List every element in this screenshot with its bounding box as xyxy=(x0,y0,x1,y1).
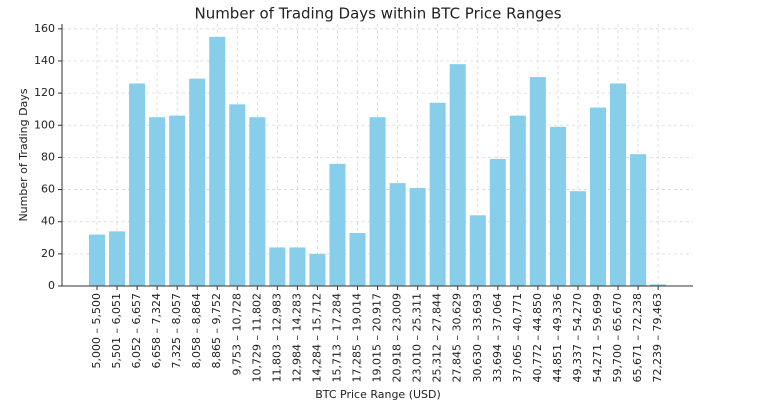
bar xyxy=(269,247,286,286)
bar xyxy=(610,83,627,287)
x-tick-label: 65,671 – 72,238 xyxy=(631,293,644,382)
x-tick-label: 44,851 – 49,336 xyxy=(551,293,564,382)
bar xyxy=(630,154,647,286)
x-tick-label: 30,630 – 33,693 xyxy=(471,293,484,382)
x-axis-label: BTC Price Range (USD) xyxy=(315,388,441,401)
x-tick-label: 59,700 – 65,670 xyxy=(611,293,624,382)
chart-title: Number of Trading Days within BTC Price … xyxy=(194,5,561,23)
y-tick-label: 80 xyxy=(41,150,55,163)
bar xyxy=(509,115,526,286)
x-tick-label: 20,918 – 23,009 xyxy=(391,293,404,382)
x-tick-label: 19,015 – 20,917 xyxy=(371,293,384,382)
bar xyxy=(489,159,506,286)
x-tick-label: 25,312 – 27,844 xyxy=(431,293,444,382)
x-tick-label: 40,772 – 44,850 xyxy=(531,293,544,382)
bar xyxy=(429,102,446,286)
bar xyxy=(149,117,166,287)
bars xyxy=(88,36,667,287)
x-tick-label: 6,052 – 6,657 xyxy=(130,293,143,368)
y-tick-label: 100 xyxy=(34,118,55,131)
y-tick-label: 160 xyxy=(34,22,55,35)
bar xyxy=(88,234,106,286)
x-tick-label: 14,284 – 15,712 xyxy=(310,293,323,382)
bar xyxy=(589,107,607,286)
x-tick-label: 7,325 – 8,057 xyxy=(170,293,183,368)
x-tick-label: 12,984 – 14,283 xyxy=(290,293,303,382)
bar xyxy=(289,247,306,286)
bar xyxy=(369,117,386,287)
x-tick-label: 33,694 – 37,064 xyxy=(491,293,504,382)
bar xyxy=(549,126,566,287)
x-tick-label: 49,337 – 54,270 xyxy=(571,293,584,382)
bar xyxy=(189,78,206,287)
x-tick-label: 5,501 – 6,051 xyxy=(110,293,123,368)
bar xyxy=(209,36,226,287)
x-tick-label: 15,713 – 17,284 xyxy=(330,293,343,382)
y-tick-label: 20 xyxy=(41,247,55,260)
bar xyxy=(349,232,366,286)
bar xyxy=(249,117,266,287)
bar xyxy=(469,215,486,286)
bar xyxy=(309,253,326,286)
y-tick-label: 0 xyxy=(48,279,55,292)
y-tick-label: 40 xyxy=(41,215,55,228)
x-tick-label: 8,058 – 8,864 xyxy=(190,293,203,368)
y-tick-label: 60 xyxy=(41,183,55,196)
bar xyxy=(169,115,186,286)
bar xyxy=(389,183,406,286)
x-tick-label: 72,239 – 79,463 xyxy=(651,293,664,382)
x-tick-label: 8,865 – 9,752 xyxy=(210,293,223,368)
x-tick-label: 54,271 – 59,699 xyxy=(591,293,604,382)
bar xyxy=(529,77,546,287)
x-tick-label: 23,010 – 25,311 xyxy=(411,293,424,382)
y-tick-label: 140 xyxy=(34,54,55,67)
bar xyxy=(329,163,346,286)
bar xyxy=(229,104,246,286)
bar xyxy=(650,284,667,286)
x-tick-label: 27,845 – 30,629 xyxy=(451,293,464,382)
bar xyxy=(109,231,126,286)
bar xyxy=(449,64,466,286)
x-tick-label: 6,658 – 7,324 xyxy=(150,293,163,368)
x-tick-label: 37,065 – 40,771 xyxy=(511,293,524,382)
y-axis-label: Number of Trading Days xyxy=(17,88,30,221)
x-tick-label: 9,753 – 10,728 xyxy=(230,293,243,375)
x-tick-label: 17,285 – 19,014 xyxy=(351,293,364,382)
bar xyxy=(409,187,426,286)
x-tick-label: 10,729 – 11,802 xyxy=(250,293,263,382)
bar xyxy=(129,83,146,287)
y-tick-label: 120 xyxy=(34,86,55,99)
x-tick-label: 11,803 – 12,983 xyxy=(270,293,283,382)
bar xyxy=(569,191,586,286)
x-tick-label: 5,000 – 5,500 xyxy=(90,293,103,368)
